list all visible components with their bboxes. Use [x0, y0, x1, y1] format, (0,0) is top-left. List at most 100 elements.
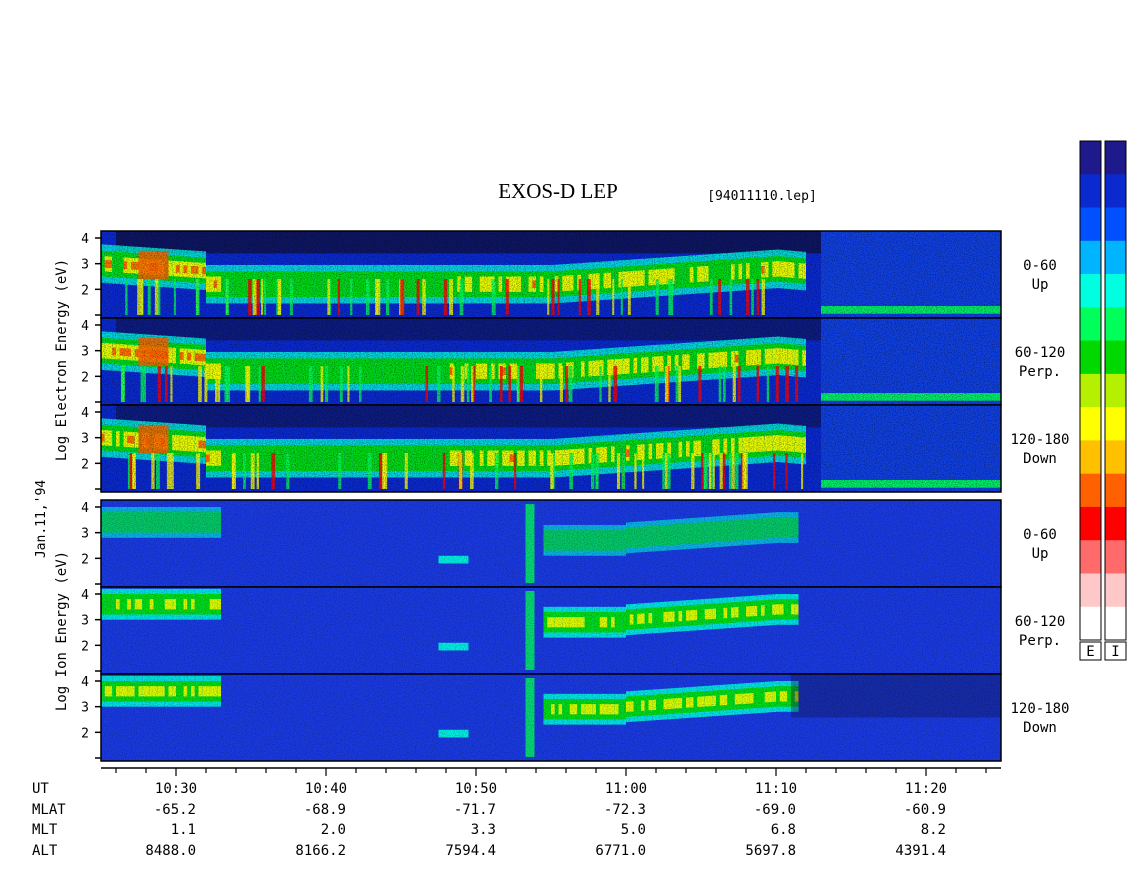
- ephemeris-value: 11:10: [755, 781, 797, 797]
- color-scale-step: [1105, 307, 1126, 342]
- color-scale-step: [1105, 440, 1126, 475]
- color-scale-step: [1080, 141, 1101, 175]
- ion-panel-60-120: 2 3 4: [81, 586, 1002, 675]
- color-bar-label: E: [1086, 644, 1094, 660]
- color-scale-step: [1080, 540, 1101, 574]
- angle-range-label: 0-60: [1023, 527, 1057, 543]
- direction-label: Up: [1032, 546, 1049, 562]
- color-scale-step: [1080, 440, 1101, 475]
- file-name: [94011110.lep]: [707, 189, 817, 204]
- y-tick-label: 3: [81, 258, 89, 273]
- y-tick-label: 4: [81, 675, 89, 690]
- ephemeris-value: 8.2: [921, 822, 946, 838]
- spectrogram-panels: 2 3 4 2 3 4 2 3 4 2 3 4 2 3 4 2 3 4: [81, 230, 1002, 762]
- ephemeris-row-label: MLT: [32, 822, 58, 838]
- y-tick-label: 3: [81, 701, 89, 716]
- color-scale-step: [1080, 473, 1101, 508]
- time-axis: [101, 767, 1001, 776]
- y-tick-label: 4: [81, 319, 89, 334]
- ephemeris-value: 6.8: [771, 822, 796, 838]
- ephemeris-value: 6771.0: [595, 843, 646, 859]
- pitch-angle-labels: 0-60 Up 60-120 Perp. 120-180 Down 0-60 Up 60-120…: [1010, 258, 1069, 736]
- ion-energy-axis-label: Log Ion Energy (eV): [54, 551, 70, 711]
- y-tick-label: 3: [81, 432, 89, 447]
- electron-panel-60-120: 2 3 4: [81, 317, 1002, 406]
- ephemeris-value: -68.9: [304, 802, 346, 818]
- color-scale-step: [1105, 141, 1126, 175]
- angle-range-label: 120-180: [1010, 432, 1069, 448]
- ephemeris-value: -72.3: [604, 802, 646, 818]
- ephemeris-value: -71.7: [454, 802, 496, 818]
- y-tick-label: 4: [81, 232, 89, 247]
- ephemeris-value: 5.0: [621, 822, 646, 838]
- color-scale-step: [1105, 473, 1126, 508]
- ephemeris-row-label: ALT: [32, 843, 58, 859]
- y-tick-label: 4: [81, 501, 89, 516]
- ephemeris-value: 7594.4: [445, 843, 496, 859]
- color-scale-step: [1080, 606, 1101, 641]
- y-tick-label: 2: [81, 457, 89, 472]
- color-scale-step: [1080, 373, 1101, 408]
- color-scale-step: [1080, 207, 1101, 242]
- angle-range-label: 120-180: [1010, 701, 1069, 717]
- ephemeris-value: -60.9: [904, 802, 946, 818]
- color-scale-step: [1105, 506, 1126, 541]
- color-scale-step: [1105, 407, 1126, 441]
- ephemeris-value: 10:30: [155, 781, 197, 797]
- ephemeris-table: UT MLAT MLT ALT 10:30 -65.2 1.1 8488.0 10:40 -68.…: [32, 781, 947, 859]
- ephemeris-value: 3.3: [471, 822, 496, 838]
- y-tick-label: 2: [81, 370, 89, 385]
- color-scale-step: [1105, 174, 1126, 209]
- ephemeris-value: 5697.8: [745, 843, 796, 859]
- color-scale-step: [1080, 407, 1101, 441]
- direction-label: Down: [1023, 451, 1057, 467]
- ephemeris-value: 10:50: [455, 781, 497, 797]
- color-bar-label: I: [1111, 644, 1119, 660]
- direction-label: Up: [1032, 277, 1049, 293]
- color-scale-step: [1105, 340, 1126, 375]
- ephemeris-value: -65.2: [154, 802, 196, 818]
- ephemeris-value: 10:40: [305, 781, 347, 797]
- y-tick-label: 2: [81, 283, 89, 298]
- date-label: Jan.11,'94: [34, 480, 49, 558]
- y-tick-label: 3: [81, 614, 89, 629]
- y-tick-label: 4: [81, 406, 89, 421]
- ephemeris-value: 1.1: [171, 822, 196, 838]
- ephemeris-value: 11:00: [605, 781, 647, 797]
- color-scale-step: [1080, 506, 1101, 541]
- y-tick-label: 4: [81, 588, 89, 603]
- ephemeris-value: 4391.4: [895, 843, 946, 859]
- angle-range-label: 60-120: [1015, 614, 1066, 630]
- electron-panel-120-180: 2 3 4: [81, 404, 1002, 493]
- color-scale-step: [1105, 573, 1126, 608]
- color-scale-step: [1105, 240, 1126, 275]
- ion-panel-0-60: 2 3 4: [81, 499, 1002, 588]
- y-tick-label: 3: [81, 345, 89, 360]
- color-scale-step: [1105, 207, 1126, 242]
- y-tick-label: 2: [81, 726, 89, 741]
- color-scale-step: [1105, 373, 1126, 408]
- angle-range-label: 0-60: [1023, 258, 1057, 274]
- ephemeris-value: -69.0: [754, 802, 796, 818]
- ephemeris-value: 8488.0: [145, 843, 196, 859]
- ephemeris-row-label: MLAT: [32, 802, 66, 818]
- y-tick-label: 2: [81, 639, 89, 654]
- electron-energy-axis-label: Log Electron Energy (eV): [54, 259, 70, 461]
- y-tick-label: 3: [81, 527, 89, 542]
- color-scale-step: [1105, 606, 1126, 641]
- color-scale-step: [1080, 307, 1101, 342]
- color-scale-step: [1080, 274, 1101, 308]
- color-scale-step: [1080, 340, 1101, 375]
- color-scale-step: [1105, 274, 1126, 308]
- ephemeris-value: 11:20: [905, 781, 947, 797]
- ephemeris-row-label: UT: [32, 781, 49, 797]
- electron-panel-0-60: 2 3 4: [81, 230, 1002, 319]
- color-scale-step: [1080, 174, 1101, 209]
- color-scale-step: [1105, 540, 1126, 574]
- ephemeris-value: 2.0: [321, 822, 346, 838]
- angle-range-label: 60-120: [1015, 345, 1066, 361]
- ion-panel-120-180: 2 3 4: [81, 673, 1002, 762]
- y-tick-label: 2: [81, 552, 89, 567]
